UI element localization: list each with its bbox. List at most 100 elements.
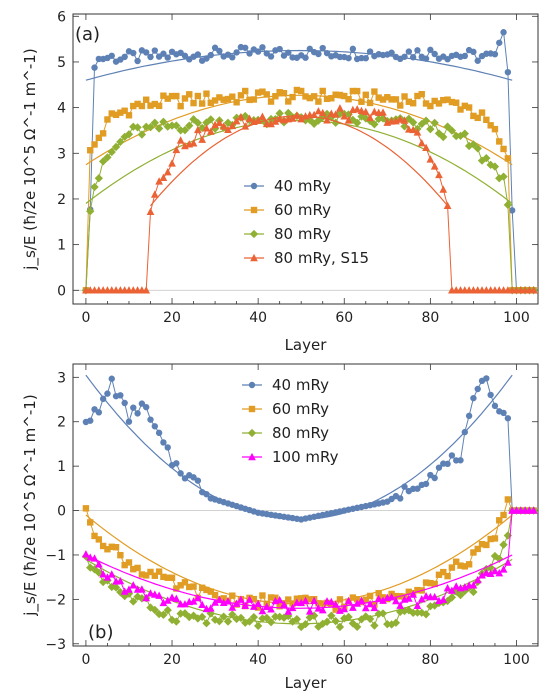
data-point <box>279 613 289 622</box>
data-point <box>322 617 332 626</box>
data-point <box>237 595 245 603</box>
data-point <box>116 576 125 585</box>
panel-label: (a) <box>75 24 100 45</box>
data-point <box>297 598 306 607</box>
data-point <box>366 48 374 55</box>
x-tick-label: 80 <box>421 310 439 326</box>
data-point <box>193 118 203 128</box>
data-point <box>487 122 494 129</box>
data-point <box>246 50 253 57</box>
data-point <box>142 572 150 579</box>
panel-label: (b) <box>88 622 113 643</box>
data-point <box>194 92 202 100</box>
data-point <box>486 569 495 577</box>
data-point <box>155 102 163 110</box>
data-point <box>315 50 322 58</box>
data-point <box>82 505 90 512</box>
data-point <box>447 593 457 602</box>
data-point <box>108 375 115 382</box>
x-tick-label: 20 <box>163 310 181 326</box>
data-point <box>491 535 499 542</box>
data-point <box>483 375 490 382</box>
data-point <box>104 546 111 553</box>
data-point <box>482 153 491 163</box>
data-point <box>460 129 469 138</box>
data-point <box>258 112 267 120</box>
data-point <box>112 111 120 119</box>
data-point <box>172 145 181 154</box>
data-point <box>289 600 296 607</box>
data-point <box>349 87 357 95</box>
data-point <box>254 604 262 611</box>
data-point <box>491 125 499 133</box>
data-point <box>228 610 237 619</box>
data-point <box>289 93 296 101</box>
data-point <box>487 391 494 399</box>
data-point <box>121 53 128 61</box>
data-point <box>478 109 486 116</box>
data-point <box>444 96 451 103</box>
data-point <box>452 99 460 106</box>
data-point <box>154 124 164 133</box>
data-point <box>504 69 512 76</box>
legend-marker <box>250 182 258 190</box>
data-point <box>138 400 146 407</box>
data-point <box>142 286 151 294</box>
data-point <box>86 207 95 216</box>
data-point <box>508 207 516 214</box>
data-point <box>496 138 503 145</box>
data-point <box>400 122 409 131</box>
data-point <box>211 591 219 599</box>
data-point <box>504 496 512 503</box>
data-point <box>500 145 507 153</box>
data-point <box>130 565 137 573</box>
data-point <box>180 126 190 135</box>
data-point <box>198 100 206 107</box>
data-point <box>198 135 207 143</box>
data-point <box>276 89 283 96</box>
data-point <box>159 598 168 607</box>
data-point <box>151 423 159 430</box>
data-point <box>332 91 339 98</box>
data-point <box>365 614 375 624</box>
data-point <box>500 511 507 519</box>
data-point <box>440 568 447 576</box>
data-point <box>164 95 171 102</box>
data-point <box>341 92 348 100</box>
data-point <box>358 98 365 105</box>
data-point <box>194 125 202 134</box>
data-point <box>361 114 370 123</box>
data-point <box>413 601 422 610</box>
data-point <box>357 106 366 115</box>
data-point <box>470 394 477 402</box>
data-point <box>198 612 207 622</box>
data-point <box>388 49 395 56</box>
data-point <box>271 117 280 125</box>
data-point <box>262 613 271 623</box>
data-point <box>422 579 430 586</box>
data-point <box>142 49 150 56</box>
data-point <box>461 102 469 110</box>
data-point <box>189 597 198 605</box>
data-point <box>181 579 189 586</box>
data-point <box>250 96 258 103</box>
data-point <box>302 54 309 61</box>
data-point <box>409 125 417 134</box>
data-point <box>249 613 258 622</box>
data-point <box>266 617 276 627</box>
data-point <box>392 592 400 600</box>
data-point <box>314 107 323 115</box>
data-point <box>319 44 326 52</box>
data-point <box>353 118 362 128</box>
data-point <box>146 589 155 597</box>
data-point <box>470 549 477 556</box>
data-point <box>499 172 508 181</box>
data-point <box>137 130 147 139</box>
data-point <box>430 162 439 170</box>
y-tick-label: 6 <box>57 9 66 25</box>
data-point <box>147 102 154 109</box>
data-point <box>456 590 465 600</box>
data-point <box>452 558 460 565</box>
x-tick-label: 40 <box>249 652 267 668</box>
data-point <box>111 142 121 152</box>
